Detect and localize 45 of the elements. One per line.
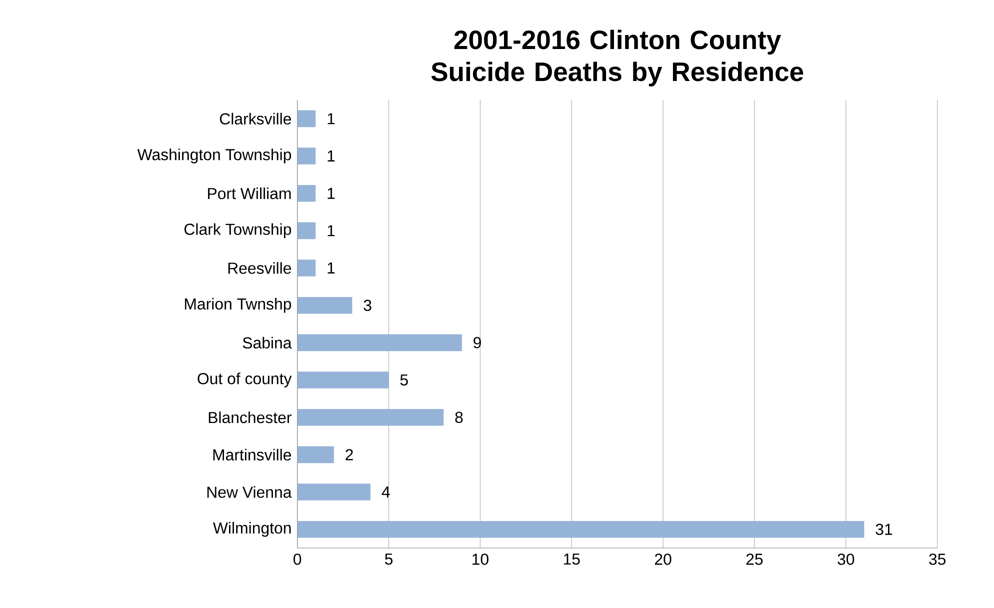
- x-tick-label: 25: [746, 554, 763, 565]
- y-tick-label: New Vienna: [207, 486, 292, 498]
- data-label: 1: [328, 262, 335, 274]
- y-tick-label: Reesville: [228, 262, 292, 274]
- y-tick-label: Blanchester: [208, 411, 292, 424]
- data-label: 2: [346, 449, 353, 460]
- x-tick-label: 15: [564, 554, 580, 565]
- bar: [297, 148, 316, 164]
- y-tick-label: Wilmington: [212, 522, 291, 537]
- x-tick-label: 20: [654, 554, 672, 565]
- bar: [297, 110, 316, 128]
- bar: [297, 296, 352, 314]
- y-tick-label: Martinsville: [213, 448, 292, 461]
- y-tick-label: Clarksville: [220, 112, 292, 125]
- x-tick-label: 10: [472, 554, 488, 565]
- bar: [297, 334, 462, 352]
- y-tick-label: Marion Twnshp: [184, 298, 292, 313]
- bar: [297, 408, 444, 426]
- data-label: 1: [328, 225, 335, 236]
- data-label: 1: [328, 150, 335, 162]
- y-tick-label: Port William: [208, 187, 291, 200]
- bar: [297, 184, 316, 202]
- bar: [297, 222, 316, 240]
- data-label: 8: [455, 412, 463, 423]
- data-label: 4: [382, 486, 390, 498]
- data-label: 1: [328, 113, 335, 124]
- bar: [297, 260, 316, 276]
- y-tick-label: Clark Township: [184, 223, 292, 238]
- chart-title: 2001-2016 Clinton County Suicide Deaths by Residence: [431, 30, 804, 86]
- y-tick-label: Out of county: [198, 372, 292, 388]
- y-tick-label: Washington Township: [137, 148, 292, 164]
- bar: [297, 372, 389, 388]
- data-label: 1: [328, 188, 335, 199]
- bar: [297, 446, 334, 464]
- x-tick-label: 35: [929, 554, 946, 565]
- x-tick-label: 5: [384, 554, 393, 565]
- data-label: 5: [400, 374, 408, 386]
- y-tick-label: Sabina: [242, 336, 292, 349]
- data-label: 9: [474, 337, 481, 348]
- x-tick-label: 0: [294, 554, 302, 565]
- bar: [297, 520, 864, 538]
- x-tick-label: 30: [838, 554, 854, 565]
- bar: [297, 484, 370, 500]
- data-label: 3: [364, 300, 372, 311]
- data-label: 31: [876, 524, 892, 535]
